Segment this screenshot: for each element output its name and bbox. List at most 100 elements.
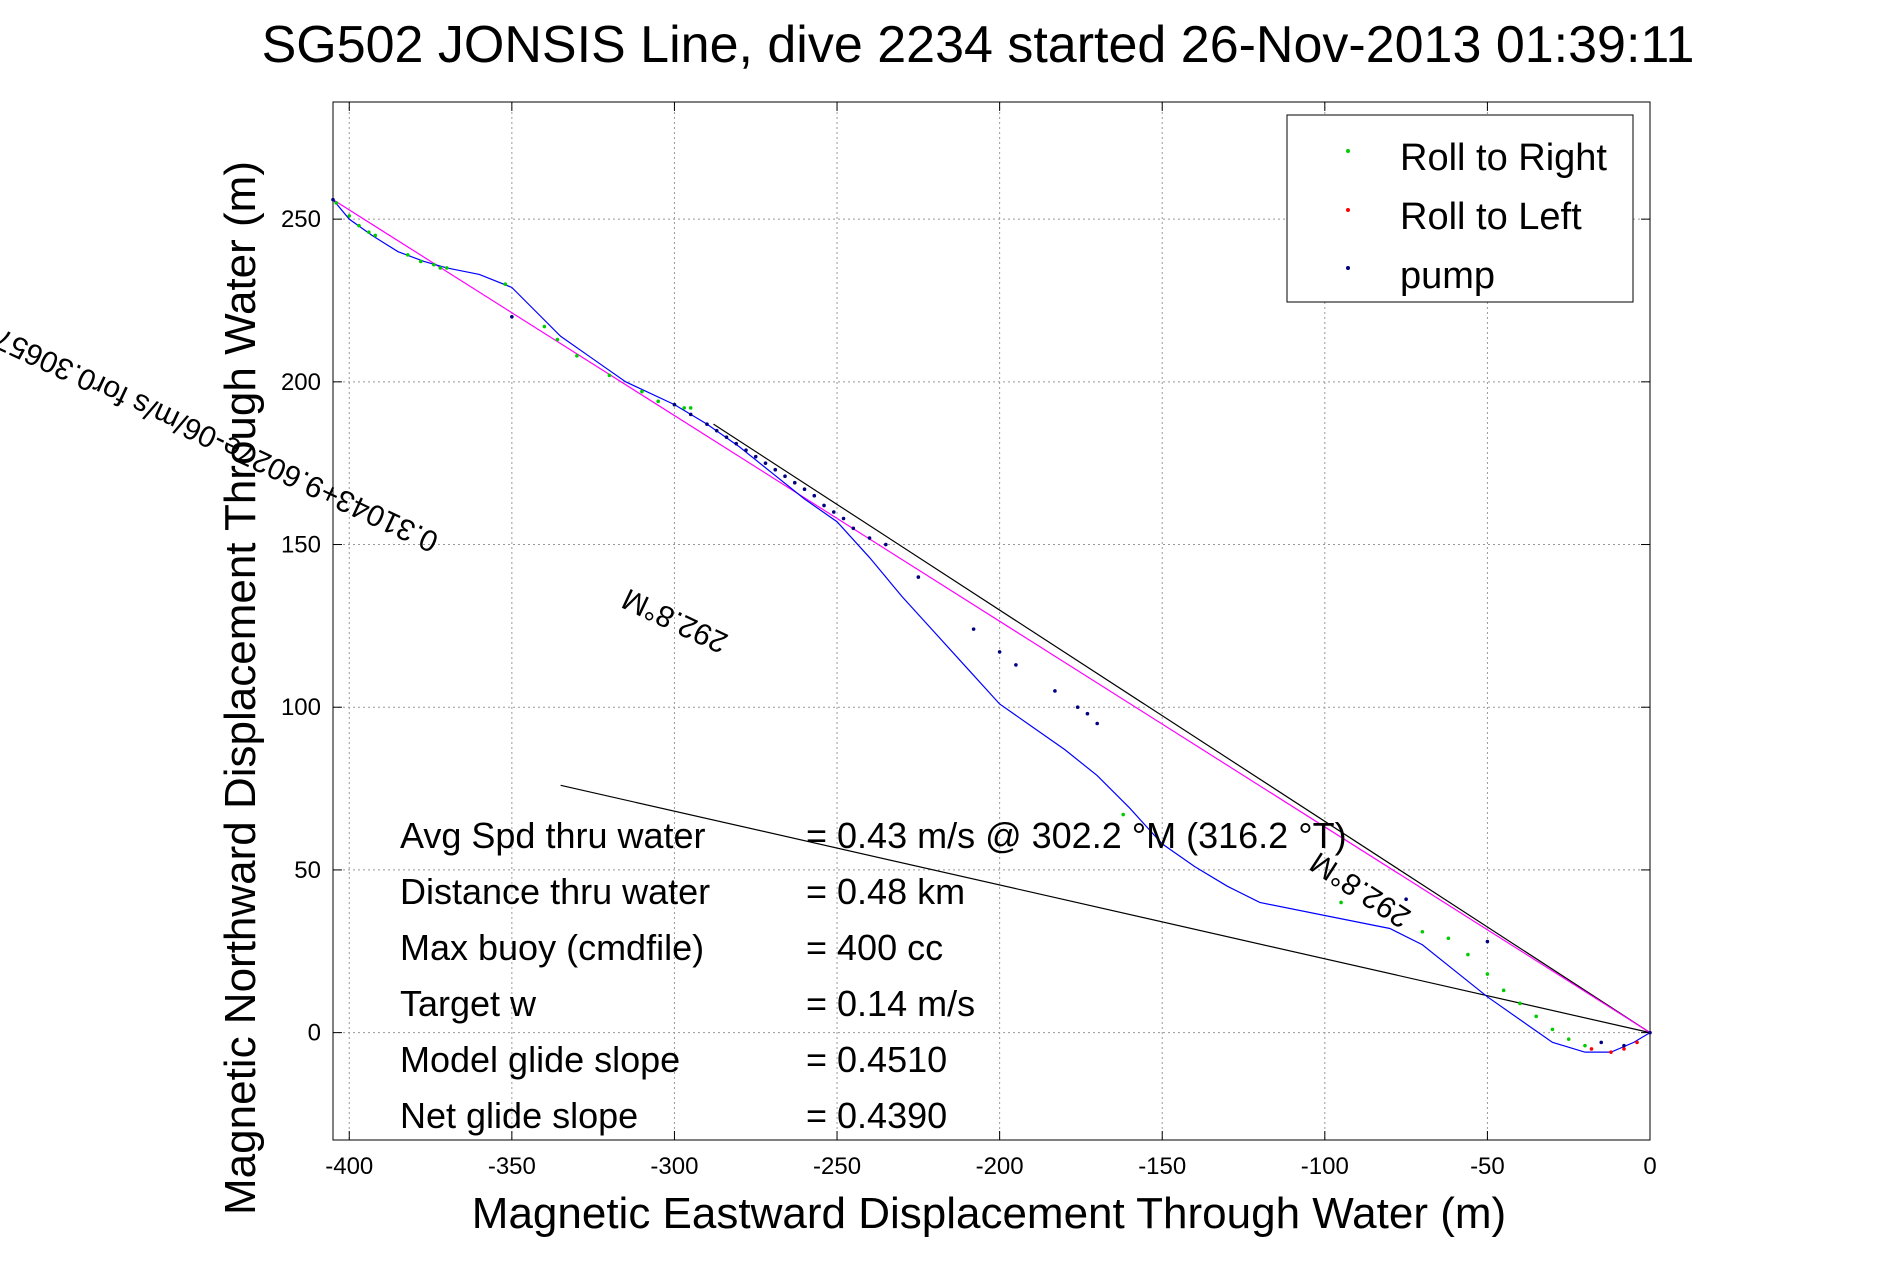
pump-point [1648, 1030, 1652, 1035]
roll-right-point [1550, 1027, 1555, 1032]
pump-point [773, 467, 778, 472]
pump-point [1053, 689, 1057, 693]
roll-right-point [542, 324, 547, 329]
x-tick-label: -350 [488, 1153, 536, 1180]
pump-point [867, 536, 872, 540]
pump-point [753, 454, 758, 459]
pump-point [1485, 939, 1490, 944]
pump-point [971, 627, 976, 631]
pump-point [331, 197, 335, 202]
roll-right-point [1501, 988, 1506, 993]
roll-right-point [405, 253, 410, 257]
pump-points [331, 197, 1652, 1048]
legend-marker-roll-left [1346, 208, 1350, 212]
roll-right-point [607, 373, 612, 378]
x-tick-label: -300 [650, 1153, 698, 1180]
roll-left-point [1589, 1047, 1594, 1051]
x-tick-label: -250 [813, 1153, 861, 1180]
annotation-label: Target w [400, 983, 537, 1024]
pump-point [831, 510, 836, 514]
legend-label-pump: pump [1400, 255, 1495, 297]
roll-right-point [640, 389, 644, 394]
pump-point [1622, 1043, 1626, 1048]
roll-right-point [656, 399, 660, 404]
annotation-label: Avg Spd thru water [400, 815, 706, 856]
reference-line [713, 423, 1651, 1034]
roll-right-point [682, 406, 686, 410]
roll-right-point [1566, 1037, 1571, 1041]
pump-point [822, 503, 826, 508]
x-tick-marks: -400 -350 -300 -250 -200 -150 -100 -50 0 [325, 102, 1657, 1180]
roll-left-point [1609, 1050, 1613, 1054]
roll-right-point [1121, 812, 1125, 817]
roll-right-point [1420, 929, 1425, 934]
pump-point [705, 422, 709, 426]
x-tick-label: -400 [325, 1153, 373, 1180]
annotation-label: Max buoy (cmdfile) [400, 927, 704, 968]
roll-right-point [1485, 972, 1490, 976]
roll-right-point [419, 259, 423, 264]
roll-right-point [438, 266, 443, 270]
roll-right-point [575, 354, 579, 358]
pump-point [812, 493, 817, 498]
roll-right-point [373, 233, 378, 238]
annotation-value: = 0.48 km [806, 871, 965, 912]
roll-right-point [347, 214, 352, 218]
y-tick-label: 50 [294, 857, 321, 884]
roll-right-point [1518, 1001, 1522, 1006]
pump-point [763, 461, 768, 465]
annotation-value: = 0.4510 [806, 1039, 947, 1080]
roll-right-point [334, 201, 339, 205]
x-tick-label: -150 [1138, 1153, 1186, 1180]
pump-point [724, 435, 729, 439]
pump-point [1085, 711, 1090, 716]
roll-right-point [1446, 936, 1451, 941]
pump-point [792, 480, 797, 485]
pump-point [783, 474, 787, 479]
annotation-value: = 0.43 m/s @ 302.2 °M (316.2 °T) [806, 815, 1347, 856]
pump-point [744, 448, 748, 452]
roll-left-point [1635, 1040, 1639, 1045]
pump-point [714, 428, 719, 433]
annotation-block: Avg Spd thru water = 0.43 m/s @ 302.2 °M … [400, 815, 1347, 1136]
annotation-value: = 0.14 m/s [806, 983, 975, 1024]
roll-left-point [1622, 1047, 1626, 1051]
roll-right-point [366, 230, 371, 234]
roll-left-points [1589, 1040, 1639, 1054]
x-tick-label: -50 [1470, 1153, 1505, 1180]
rotated-label: 292.8°M [1304, 845, 1416, 934]
roll-right-point [688, 406, 693, 410]
y-tick-label: 200 [281, 369, 321, 396]
roll-right-point [1339, 900, 1343, 905]
y-tick-marks: 0 50 100 150 200 250 [281, 206, 1650, 1047]
roll-right-point [432, 262, 436, 267]
roll-right-points [334, 201, 1587, 1048]
pump-point [1599, 1040, 1604, 1045]
reference-lines [560, 423, 1651, 1034]
annotation-value: = 400 cc [806, 927, 943, 968]
pump-point [851, 526, 856, 531]
roll-right-point [1583, 1043, 1587, 1048]
x-tick-label: -100 [1301, 1153, 1349, 1180]
pump-point [688, 412, 693, 417]
pump-point [1014, 663, 1018, 667]
rotated-label: 292.8°M [617, 582, 732, 660]
current-line [332, 199, 1651, 1034]
roll-right-point [445, 266, 449, 270]
annotation-label: Distance thru water [400, 871, 710, 912]
pump-point [802, 487, 807, 492]
pump-point [1095, 721, 1099, 726]
legend: Roll to Right Roll to Left pump [1286, 114, 1634, 303]
y-tick-label: 100 [281, 694, 321, 721]
pump-point [916, 575, 921, 579]
reference-line [560, 784, 1651, 1034]
track-line [332, 199, 1651, 1053]
roll-right-point [357, 223, 361, 228]
pump-point [672, 402, 677, 407]
pump-point [510, 314, 514, 319]
pump-point [997, 650, 1002, 654]
roll-right-point [503, 282, 508, 287]
plot-area [332, 101, 1651, 1141]
y-tick-label: 250 [281, 206, 321, 233]
